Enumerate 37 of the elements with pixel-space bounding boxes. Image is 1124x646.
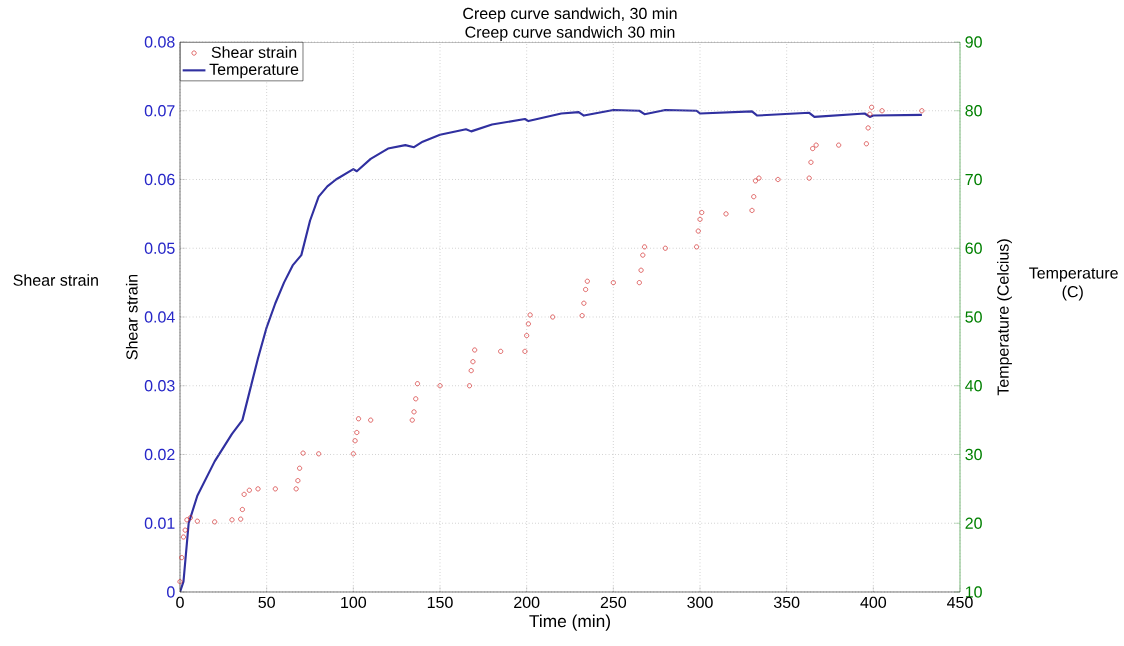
x-tick-label: 450 [947, 596, 973, 609]
x-tick-label: 300 [687, 596, 713, 609]
chart-subtitle: Creep curve sandwich 30 min [465, 26, 675, 41]
y-tick-label: 0.05 [144, 242, 175, 254]
y-tick-label: 0.07 [144, 105, 175, 117]
legend-label: Temperature [209, 63, 299, 79]
x-tick-label: 50 [258, 596, 275, 609]
y2-axis-title: Temperature (Celcius) [997, 239, 1012, 396]
y-tick-label: 0.01 [144, 517, 175, 529]
x-tick-label: 250 [600, 596, 627, 609]
x-tick-label: 100 [341, 596, 367, 609]
legend-label: Shear strain [211, 46, 297, 58]
y2-tick-label: 60 [965, 242, 982, 254]
y-tick-label: 0.02 [144, 448, 175, 461]
x-tick-label: 200 [514, 596, 540, 609]
y-tick-label: 0.06 [144, 173, 175, 186]
x-tick-label: 350 [773, 596, 800, 609]
text: Shear strain [13, 274, 98, 286]
y-tick-label: 0.03 [144, 380, 175, 392]
y-axis-title: Shear strain [125, 274, 138, 360]
y2-tick-label: 70 [965, 173, 982, 186]
y-tick-label: 0 [167, 586, 175, 598]
y-tick-label: 0.08 [144, 36, 175, 48]
x-axis-title: Time (min) [529, 614, 610, 631]
y2-tick-label: 20 [965, 517, 982, 529]
y2-tick-label: 40 [965, 380, 982, 392]
y2-tick-label: 80 [965, 105, 982, 117]
chart-title: Creep curve sandwich, 30 min [463, 7, 677, 23]
x-tick-label: 0 [176, 596, 184, 609]
y2-tick-label: 10 [965, 586, 982, 598]
text: Temperature (C) [1029, 267, 1118, 301]
y-tick-label: 0.04 [144, 311, 175, 323]
y2-tick-label: 50 [965, 311, 982, 323]
x-tick-label: 400 [860, 596, 887, 609]
x-tick-label: 150 [427, 596, 453, 609]
y2-tick-label: 90 [965, 36, 982, 48]
y2-tick-label: 30 [965, 448, 982, 461]
